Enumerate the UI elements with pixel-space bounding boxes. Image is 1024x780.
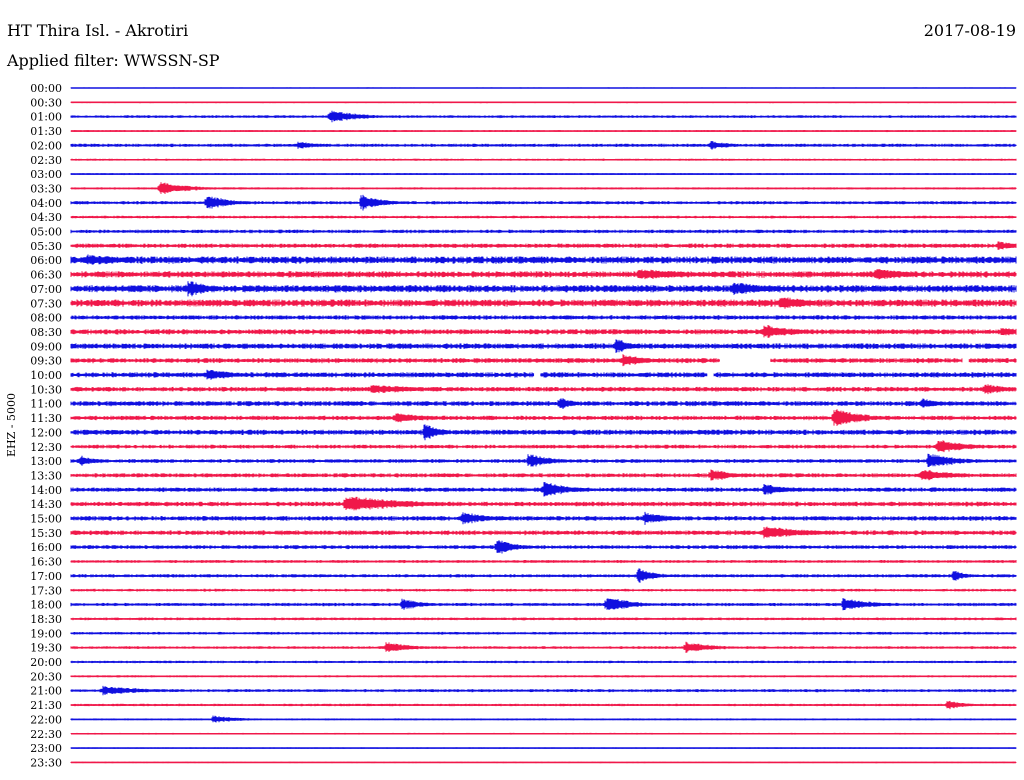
- tick-label-0230: 02:30: [30, 154, 62, 167]
- tick-label-0330: 03:30: [30, 182, 62, 195]
- tick-label-1800: 18:00: [30, 599, 62, 612]
- tick-label-1830: 18:30: [30, 613, 62, 626]
- tick-label-1230: 12:30: [30, 441, 62, 454]
- tick-label-0000: 00:00: [30, 82, 62, 95]
- tick-label-1730: 17:30: [30, 584, 62, 597]
- tick-label-1300: 13:00: [30, 455, 62, 468]
- tick-label-2230: 22:30: [30, 728, 62, 741]
- tick-label-1130: 11:30: [30, 412, 62, 425]
- gap-3: [707, 367, 714, 383]
- tick-label-0600: 06:00: [30, 254, 62, 267]
- tick-label-1900: 19:00: [30, 627, 62, 640]
- tick-label-2330: 23:30: [30, 756, 62, 769]
- tick-label-0800: 08:00: [30, 312, 62, 325]
- tick-label-2300: 23:00: [30, 742, 62, 755]
- gap-2: [534, 367, 541, 383]
- tick-label-1500: 15:00: [30, 513, 62, 526]
- tick-label-2000: 20:00: [30, 656, 62, 669]
- tick-label-0500: 05:00: [30, 226, 62, 239]
- gap-1: [962, 352, 969, 369]
- tick-label-0830: 08:30: [30, 326, 62, 339]
- chart-title: HT Thira Isl. - Akrotiri: [7, 21, 188, 40]
- tick-label-1100: 11:00: [30, 398, 62, 411]
- tick-label-0930: 09:30: [30, 355, 62, 368]
- tick-label-0700: 07:00: [30, 283, 62, 296]
- y-axis-label: EHZ - 5000: [5, 393, 18, 457]
- tick-label-0130: 01:30: [30, 125, 62, 138]
- tick-label-0030: 00:30: [30, 96, 62, 109]
- tick-label-1000: 10:00: [30, 369, 62, 382]
- tick-label-1030: 10:30: [30, 383, 62, 396]
- tick-label-2030: 20:30: [30, 670, 62, 683]
- tick-label-0430: 04:30: [30, 211, 62, 224]
- tick-label-1430: 14:30: [30, 498, 62, 511]
- tick-label-0100: 01:00: [30, 111, 62, 124]
- tick-label-0200: 02:00: [30, 139, 62, 152]
- tick-label-2100: 21:00: [30, 685, 62, 698]
- data-gaps: [534, 352, 969, 383]
- tick-label-1200: 12:00: [30, 426, 62, 439]
- seismic-traces: [70, 87, 1017, 764]
- tick-label-1530: 15:30: [30, 527, 62, 540]
- tick-label-1630: 16:30: [30, 556, 62, 569]
- tick-label-0900: 09:00: [30, 340, 62, 353]
- tick-label-1400: 14:00: [30, 484, 62, 497]
- tick-label-0400: 04:00: [30, 197, 62, 210]
- chart-date: 2017-08-19: [924, 21, 1016, 40]
- tick-label-2200: 22:00: [30, 713, 62, 726]
- tick-label-2130: 21:30: [30, 699, 62, 712]
- tick-label-0300: 03:00: [30, 168, 62, 181]
- chart-subtitle: Applied filter: WWSSN-SP: [6, 51, 220, 70]
- tick-label-1600: 16:00: [30, 541, 62, 554]
- tick-label-1930: 19:30: [30, 642, 62, 655]
- tick-label-0730: 07:30: [30, 297, 62, 310]
- tick-label-0630: 06:30: [30, 269, 62, 282]
- tick-label-1330: 13:30: [30, 469, 62, 482]
- gap-0: [719, 352, 771, 369]
- tick-label-1700: 17:00: [30, 570, 62, 583]
- tick-label-0530: 05:30: [30, 240, 62, 253]
